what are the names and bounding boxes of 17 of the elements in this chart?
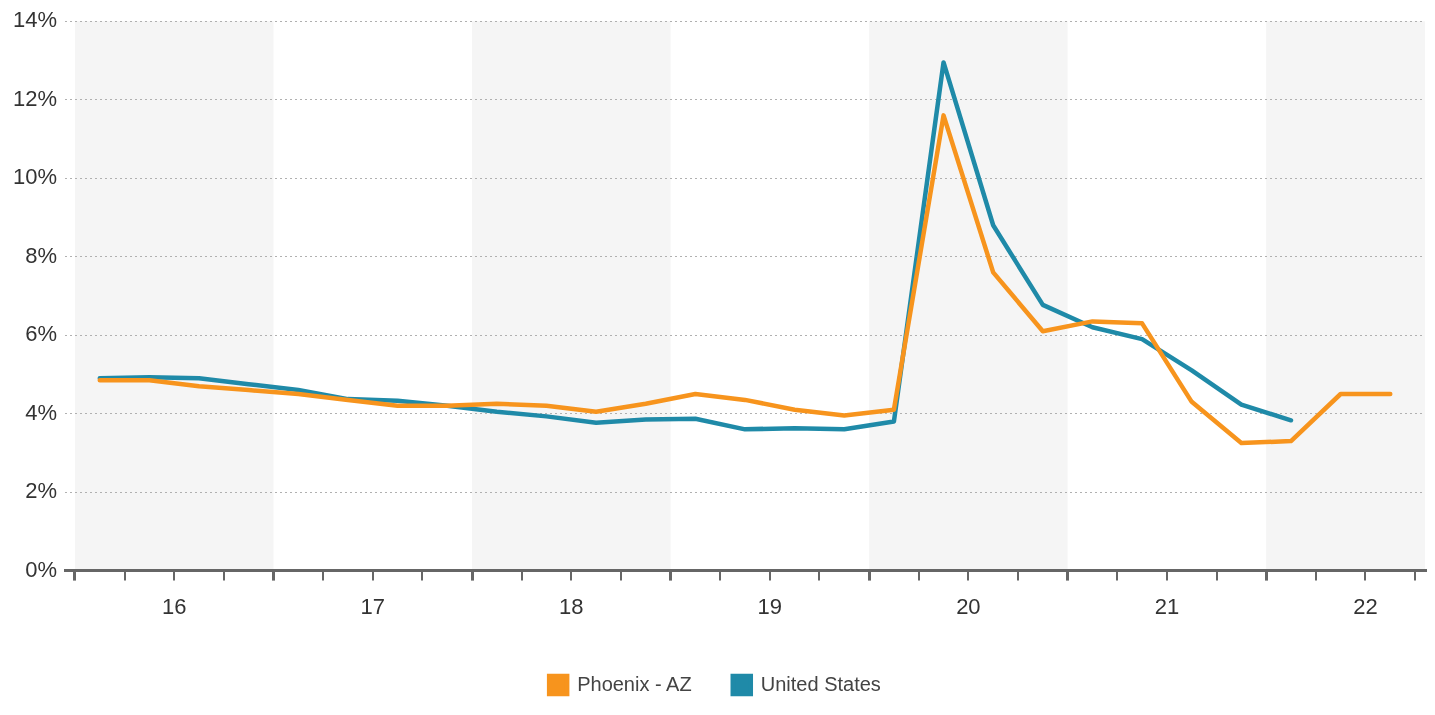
y-tick-label: 14% [12,7,58,33]
y-tick-label: 10% [12,164,58,190]
legend-label: Phoenix - AZ [577,672,692,695]
y-tick-label: 4% [25,399,58,425]
x-tick-label: 20 [956,593,981,619]
x-tick-label: 17 [360,593,385,619]
y-tick-label: 12% [12,85,58,111]
x-tick-label: 19 [757,593,783,619]
y-tick-label: 2% [25,478,58,504]
y-tick-label: 8% [25,242,58,268]
x-tick-label: 22 [1353,593,1378,619]
x-tick-label: 16 [161,593,187,619]
x-tick-label: 18 [559,593,584,619]
x-tick-label: 21 [1154,593,1180,619]
y-tick-label: 6% [25,321,58,347]
y-tick-label: 0% [25,556,58,582]
legend-label: United States [760,672,881,695]
